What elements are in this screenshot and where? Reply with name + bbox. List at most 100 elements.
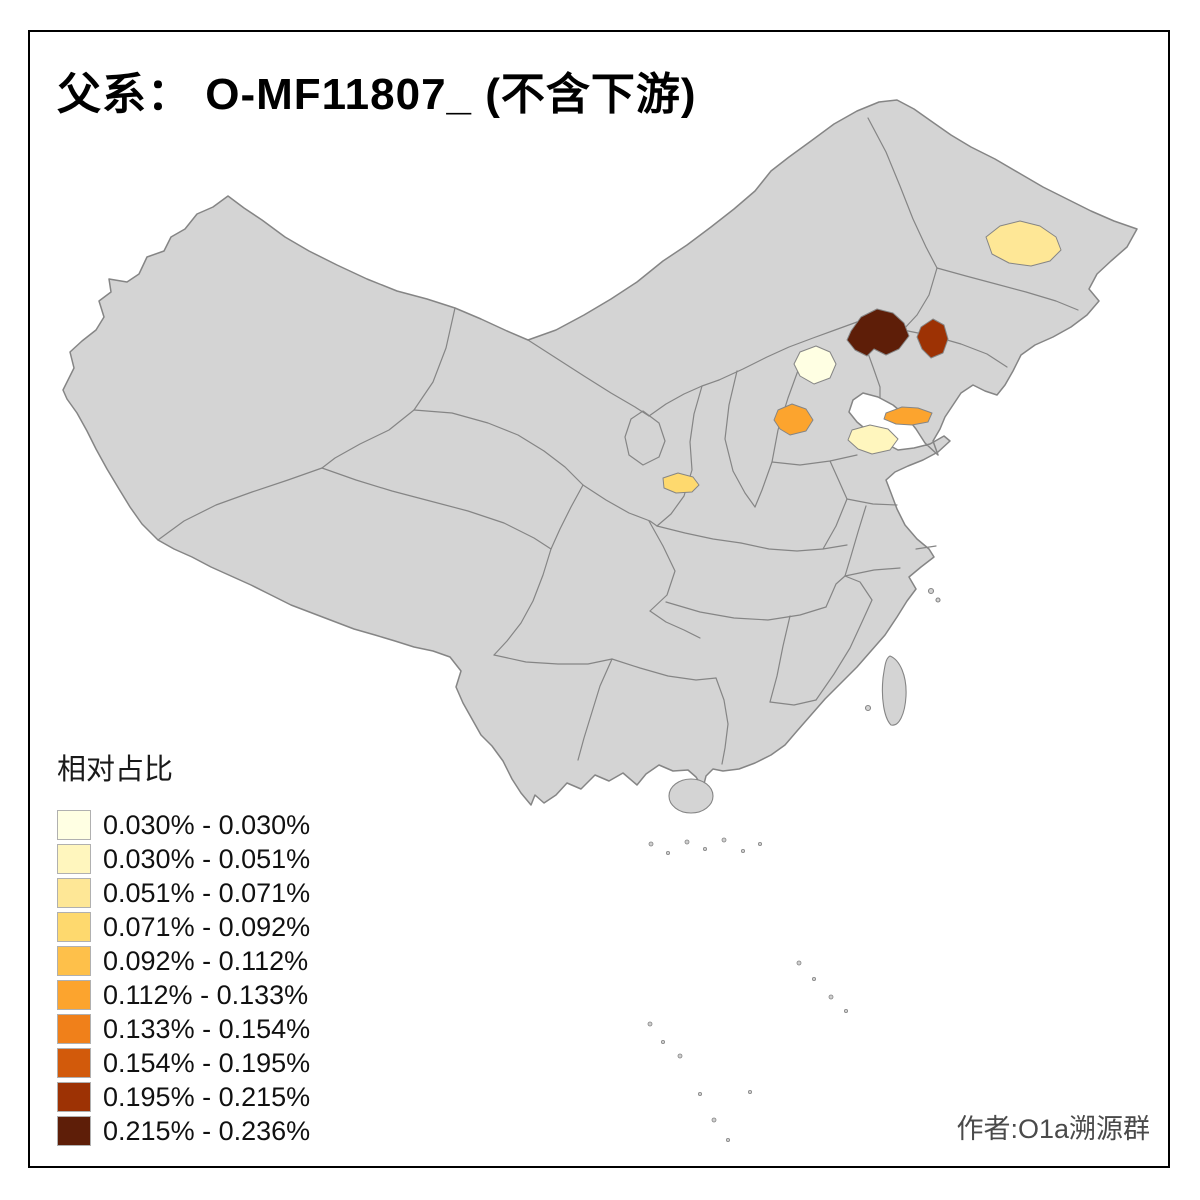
province-border-line [724,370,756,508]
legend-title: 相对占比 [57,754,174,786]
legend-label: 0.195% - 0.215% [103,1081,311,1112]
province-border-line [527,339,650,417]
legend-swatch [57,1082,91,1112]
legend-row: 0.071% - 0.092% [57,910,310,944]
legend-row: 0.030% - 0.030% [57,808,310,842]
province-border-line [413,409,584,486]
province-border-line [769,615,791,703]
island-speck [812,977,817,982]
island-speck [748,1090,753,1095]
province-border-line [915,545,937,550]
zhoushan-island [927,587,935,595]
island-speck [796,960,802,966]
legend-label: 0.215% - 0.236% [103,1115,311,1146]
page-title: 父系： O-MF11807_ (不含下游) [57,70,697,119]
island-speck [828,994,834,1000]
legend-row: 0.215% - 0.236% [57,1114,310,1148]
legend-label: 0.030% - 0.030% [103,809,311,840]
island-speck [703,847,708,852]
province-border-line [648,520,676,612]
legend-row: 0.133% - 0.154% [57,1012,310,1046]
province-border-line [157,467,323,541]
province-border-line [321,307,456,469]
province-border-line [936,267,1079,311]
legend-row: 0.112% - 0.133% [57,978,310,1012]
province-border-line [493,548,552,656]
legend-row: 0.092% - 0.112% [57,944,310,978]
province-border-line [771,454,858,466]
legend-label: 0.092% - 0.112% [103,945,309,976]
region-heilongjiang [985,220,1062,267]
island-speck [647,1021,653,1027]
province-border-line [321,467,552,550]
province-border-line [829,460,848,500]
province-border-line [577,658,613,761]
province-border-line [649,610,701,639]
province-border-line [867,117,938,269]
region-liaoning-west [846,308,910,357]
region-hebei-south [773,403,814,436]
legend-label: 0.112% - 0.133% [103,979,309,1010]
island-speck [684,839,690,845]
legend-swatch [57,1116,91,1146]
province-border-line [611,658,717,681]
province-border-line [656,385,703,527]
colored-regions [662,220,1062,494]
island-speck [698,1092,703,1097]
legend-row: 0.195% - 0.215% [57,1080,310,1114]
province-border-line [493,654,613,665]
legend-label: 0.051% - 0.071% [103,877,311,908]
hainan-island [668,778,714,814]
legend-label: 0.030% - 0.051% [103,843,311,874]
region-shandong-peninsula [883,406,933,426]
province-border-line [550,484,584,550]
plot-frame [28,30,1170,1168]
legend-swatch [57,810,91,840]
legend-swatch [57,912,91,942]
island-speck [661,1040,666,1045]
legend-row: 0.030% - 0.051% [57,842,310,876]
legend-swatch [57,946,91,976]
region-liaoning-east [916,318,949,359]
province-border-line [740,542,848,552]
author-credit: 作者:O1a溯源群 [956,1114,1150,1144]
island-speck [844,1009,849,1014]
province-border-line [822,498,848,550]
islands [668,587,941,814]
province-border-line [844,505,867,577]
island-speck [648,841,654,847]
legend-row: 0.051% - 0.071% [57,876,310,910]
island-speck [721,837,727,843]
province-border-line [624,410,666,466]
legend-swatch [57,878,91,908]
legend-label: 0.133% - 0.154% [103,1013,311,1044]
province-border-line [769,699,817,706]
region-shandong-west [847,424,899,455]
province-border-line [815,599,873,701]
island-speck [741,849,746,854]
legend-label: 0.071% - 0.092% [103,911,311,942]
province-border-line [902,267,938,331]
south-china-sea-islets [647,837,849,1143]
province-border-line [846,498,898,506]
legend-swatch [57,1014,91,1044]
province-border-line [665,601,827,621]
zhoushan-island [935,597,941,603]
province-border-line [718,321,858,381]
province-border-line [582,484,658,527]
province-border-line [825,575,846,608]
province-border-line [715,677,729,765]
legend-swatch [57,980,91,1010]
legend-swatch [57,1048,91,1078]
map-root [62,99,1138,1143]
penghu-island [864,704,872,712]
province-border-line [754,364,801,508]
region-shaanxi-gansu [662,472,700,494]
island-speck [666,851,671,856]
legend-swatch [57,844,91,874]
province-border-line [844,575,873,601]
province-border-line [844,567,901,577]
region-beijing [793,345,837,385]
